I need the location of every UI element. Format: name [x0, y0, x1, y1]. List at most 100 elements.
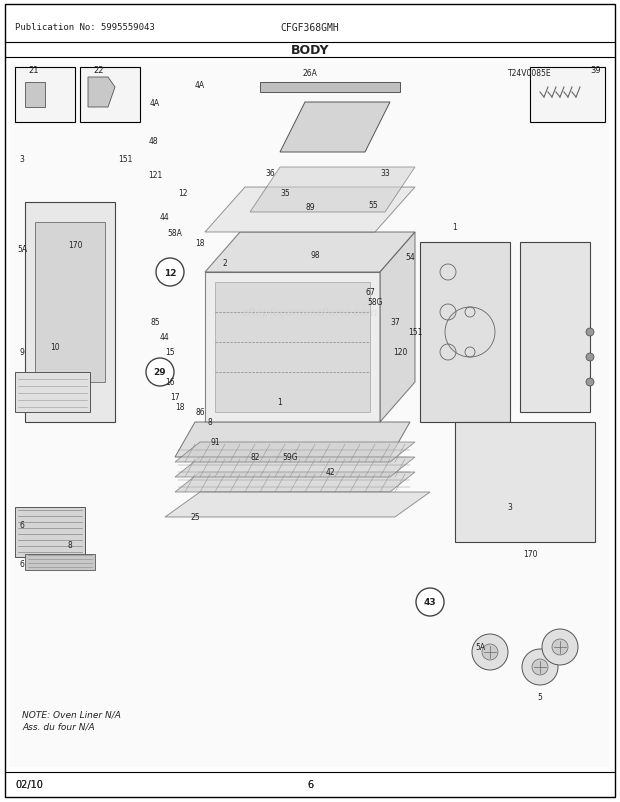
Polygon shape	[165, 492, 430, 517]
Text: BODY: BODY	[291, 43, 329, 56]
Text: CFGF368GMH: CFGF368GMH	[281, 23, 339, 33]
Polygon shape	[250, 168, 415, 213]
Polygon shape	[175, 472, 415, 492]
Polygon shape	[260, 83, 400, 93]
Text: 37: 37	[390, 318, 400, 327]
Polygon shape	[280, 103, 390, 153]
Bar	[10, 63, 610, 767]
Text: 16: 16	[165, 378, 175, 387]
Text: Ass. du four N/A: Ass. du four N/A	[22, 722, 95, 731]
Text: 120: 120	[393, 348, 407, 357]
Circle shape	[532, 659, 548, 675]
Circle shape	[416, 588, 444, 616]
Text: 58G: 58G	[367, 298, 383, 307]
Polygon shape	[35, 223, 105, 383]
Text: 170: 170	[523, 550, 538, 559]
Text: 15: 15	[165, 348, 175, 357]
Polygon shape	[520, 243, 590, 412]
Text: 39: 39	[590, 66, 601, 75]
Polygon shape	[380, 233, 415, 423]
Text: 26A: 26A	[303, 68, 317, 78]
Text: 18: 18	[195, 238, 205, 247]
Text: 17: 17	[170, 393, 180, 402]
Text: 8: 8	[208, 418, 213, 427]
Text: 6: 6	[20, 520, 24, 530]
Text: 33: 33	[380, 168, 390, 177]
Text: 44: 44	[160, 213, 170, 222]
Text: 18: 18	[175, 403, 185, 412]
Polygon shape	[15, 373, 90, 412]
Text: 5A: 5A	[475, 642, 485, 652]
Polygon shape	[455, 423, 595, 542]
Polygon shape	[25, 83, 45, 107]
Polygon shape	[420, 243, 510, 423]
Bar	[530, 68, 605, 123]
Text: 5A: 5A	[17, 245, 27, 254]
Text: Publication No: 5995559043: Publication No: 5995559043	[15, 23, 155, 32]
Text: 8: 8	[68, 540, 73, 549]
Polygon shape	[175, 457, 415, 477]
Text: 42: 42	[325, 468, 335, 477]
Text: 6: 6	[20, 560, 24, 569]
Text: 48: 48	[148, 136, 158, 145]
Text: 86: 86	[195, 408, 205, 417]
Polygon shape	[175, 443, 415, 463]
Text: 21: 21	[28, 66, 38, 75]
Text: 25: 25	[190, 512, 200, 522]
Circle shape	[542, 630, 578, 665]
Circle shape	[482, 644, 498, 660]
Text: 44: 44	[160, 333, 170, 342]
Text: 12: 12	[164, 268, 176, 277]
Text: 91: 91	[210, 438, 220, 447]
Text: 55: 55	[368, 200, 378, 209]
Text: eReplacementParts.com: eReplacementParts.com	[242, 308, 378, 318]
Text: 3: 3	[508, 503, 513, 512]
Text: 67: 67	[365, 288, 375, 297]
Circle shape	[586, 379, 594, 387]
Text: 02/10: 02/10	[15, 779, 43, 789]
Polygon shape	[25, 203, 115, 423]
Circle shape	[472, 634, 508, 670]
Text: 22: 22	[93, 66, 104, 75]
Text: 35: 35	[280, 188, 290, 197]
Polygon shape	[205, 273, 380, 423]
Text: 82: 82	[250, 453, 260, 462]
Text: 4A: 4A	[150, 99, 160, 107]
Text: 43: 43	[423, 597, 436, 607]
Text: 58A: 58A	[167, 229, 182, 237]
Text: 1: 1	[453, 223, 458, 233]
Polygon shape	[25, 554, 95, 570]
Text: 36: 36	[265, 168, 275, 177]
Text: 89: 89	[305, 203, 315, 213]
Polygon shape	[88, 78, 115, 107]
Text: 02/10: 02/10	[15, 779, 43, 789]
Text: 151: 151	[408, 328, 422, 337]
Polygon shape	[175, 423, 410, 457]
Text: 151: 151	[118, 156, 132, 164]
Text: 5: 5	[538, 693, 542, 702]
Text: NOTE: Oven Liner N/A: NOTE: Oven Liner N/A	[22, 710, 121, 719]
Circle shape	[146, 358, 174, 387]
Text: 2: 2	[223, 258, 228, 267]
Circle shape	[522, 649, 558, 685]
Circle shape	[586, 329, 594, 337]
Text: 6: 6	[307, 779, 313, 789]
Polygon shape	[205, 188, 415, 233]
Polygon shape	[205, 233, 415, 273]
Text: 85: 85	[150, 318, 160, 327]
Text: 54: 54	[405, 253, 415, 262]
Text: 170: 170	[68, 241, 82, 249]
Text: 1: 1	[278, 398, 282, 407]
Text: T24V0085E: T24V0085E	[508, 68, 552, 78]
Text: 12: 12	[179, 188, 188, 197]
Text: 121: 121	[148, 170, 162, 180]
Text: 3: 3	[20, 156, 24, 164]
Bar	[15, 68, 75, 123]
Text: 10: 10	[50, 343, 60, 352]
Text: 9: 9	[20, 348, 24, 357]
Circle shape	[552, 639, 568, 655]
Text: 29: 29	[154, 368, 166, 377]
Circle shape	[156, 259, 184, 286]
Text: 6: 6	[307, 779, 313, 789]
Text: 4A: 4A	[195, 80, 205, 89]
